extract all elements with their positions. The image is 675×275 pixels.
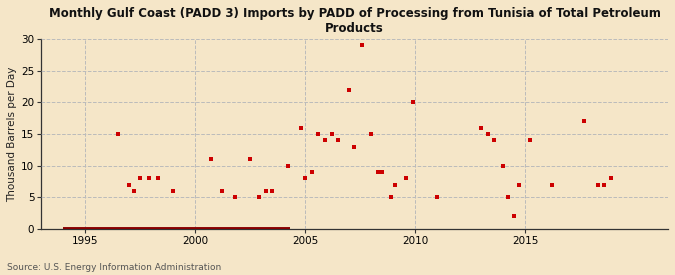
Point — [432, 195, 443, 200]
Point — [306, 170, 317, 174]
Point — [135, 176, 146, 181]
Point — [366, 132, 377, 136]
Point — [326, 132, 337, 136]
Point — [497, 164, 508, 168]
Point — [599, 183, 610, 187]
Title: Monthly Gulf Coast (PADD 3) Imports by PADD of Processing from Tunisia of Total : Monthly Gulf Coast (PADD 3) Imports by P… — [49, 7, 661, 35]
Point — [113, 132, 124, 136]
Point — [230, 195, 240, 200]
Point — [261, 189, 271, 193]
Point — [153, 176, 163, 181]
Point — [245, 157, 256, 162]
Point — [296, 125, 306, 130]
Point — [300, 176, 310, 181]
Point — [267, 189, 277, 193]
Point — [513, 183, 524, 187]
Point — [124, 183, 135, 187]
Point — [546, 183, 557, 187]
Point — [377, 170, 387, 174]
Y-axis label: Thousand Barrels per Day: Thousand Barrels per Day — [7, 66, 17, 202]
Point — [579, 119, 590, 123]
Point — [128, 189, 139, 193]
Point — [592, 183, 603, 187]
Point — [483, 132, 493, 136]
Point — [344, 87, 354, 92]
Text: Source: U.S. Energy Information Administration: Source: U.S. Energy Information Administ… — [7, 263, 221, 272]
Point — [216, 189, 227, 193]
Point — [333, 138, 344, 142]
Point — [205, 157, 216, 162]
Point — [489, 138, 500, 142]
Point — [357, 43, 368, 47]
Point — [408, 100, 418, 104]
Point — [390, 183, 401, 187]
Point — [348, 144, 359, 149]
Point — [524, 138, 535, 142]
Point — [313, 132, 324, 136]
Point — [605, 176, 616, 181]
Point — [282, 164, 293, 168]
Point — [168, 189, 179, 193]
Point — [254, 195, 265, 200]
Point — [401, 176, 412, 181]
Point — [385, 195, 396, 200]
Point — [476, 125, 487, 130]
Point — [502, 195, 513, 200]
Point — [319, 138, 330, 142]
Point — [373, 170, 383, 174]
Point — [144, 176, 155, 181]
Point — [509, 214, 520, 219]
